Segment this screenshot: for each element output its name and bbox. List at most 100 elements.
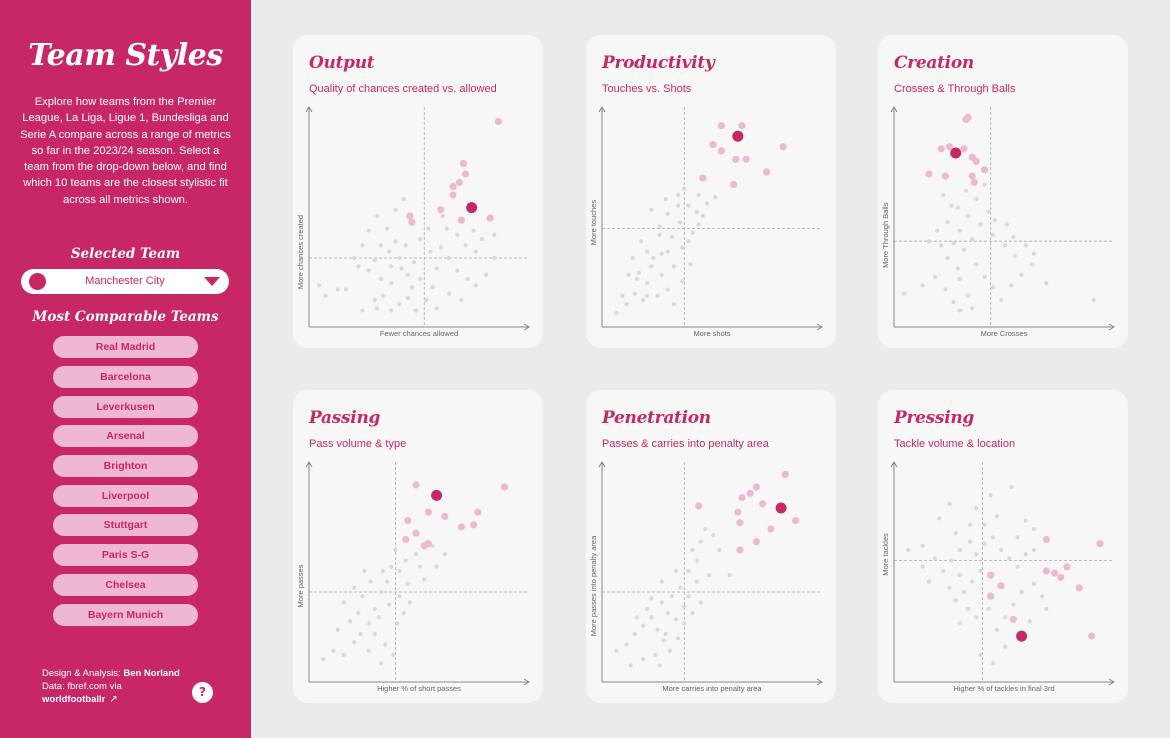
other-team-point [951,241,956,246]
other-team-point [961,589,967,595]
comparable-team-point [1063,563,1071,571]
y-axis-label: More touches [589,200,598,246]
other-team-point [1023,552,1028,557]
other-team-point [990,535,995,540]
other-team-point [661,638,666,643]
x-axis-label: More carries into penalty area [662,684,762,693]
other-team-point [483,272,489,277]
other-team-point [1015,535,1020,540]
other-team-point [473,283,478,288]
other-team-point [440,213,445,219]
other-team-point [974,615,979,620]
other-team-point [663,197,668,202]
comparable-team-button[interactable]: Paris S-G [53,544,198,566]
chart-card-creation: Creation Crosses & Through Balls More Cr… [878,35,1128,348]
comparable-team-button[interactable]: Brighton [53,455,198,477]
comparable-team-button[interactable]: Leverkusen [53,396,198,418]
comparable-team-point [412,529,420,537]
comparable-team-button[interactable]: Chelsea [53,574,198,596]
other-team-point [352,640,357,645]
comparable-team-point [730,180,738,189]
comparable-team-button[interactable]: Arsenal [53,425,198,447]
comparable-team-point [1050,569,1059,577]
other-team-point [649,207,654,212]
comparable-team-point [455,178,463,186]
comparable-team-point [709,141,717,149]
data-source-link[interactable]: worldfootballr [42,694,106,705]
comparable-team-point [972,157,980,165]
other-team-point [978,222,983,227]
x-axis-label: More shots [693,329,730,338]
other-team-point [418,276,423,282]
other-team-point [628,663,633,668]
other-team-point [626,272,631,277]
other-team-point [1044,281,1049,286]
comparable-team-point [457,216,465,224]
other-team-point [965,293,971,298]
other-team-point [383,642,388,647]
comparable-team-point [437,206,445,214]
other-team-point [640,297,646,303]
comparable-team-point [746,489,754,497]
credit-line: Design & Analysis: Ben Norland [42,668,180,679]
other-team-point [1040,594,1045,599]
comparable-team-point [987,592,995,600]
other-team-point [366,228,371,233]
other-team-point [380,568,386,574]
other-team-point [713,195,718,200]
other-team-point [665,610,670,616]
comparable-team-button[interactable]: Barcelona [53,366,198,388]
comparable-team-button[interactable]: Stuttgart [53,514,198,536]
other-team-point [932,556,938,561]
app-title: Team Styles [28,38,223,73]
comparable-team-point [459,159,467,168]
comparable-team-point [763,168,771,176]
other-team-point [479,237,485,242]
other-team-point [389,564,394,569]
other-team-point [374,306,379,311]
other-team-point [1009,283,1014,288]
comparable-team-button[interactable]: Real Madrid [53,336,198,358]
other-team-point [632,631,637,637]
other-team-point [640,623,646,628]
other-team-point [968,522,973,527]
other-team-point [974,262,979,267]
other-team-point [389,264,394,269]
team-dropdown[interactable]: Manchester City [21,269,229,294]
other-team-point [405,295,410,300]
other-team-point [405,272,410,277]
comparable-team-button[interactable]: Liverpool [53,485,198,507]
other-team-point [939,243,944,248]
other-team-point [634,276,639,282]
comparable-team-point [457,523,465,531]
chevron-down-icon[interactable] [204,277,220,286]
comparable-team-point [738,122,746,130]
other-team-point [352,585,357,590]
comparable-team-button[interactable]: Bayern Munich [53,604,198,626]
other-team-point [422,577,427,582]
comparable-team-point [987,571,995,579]
other-team-point [702,526,707,532]
other-team-point [372,631,377,637]
other-team-point [671,264,677,269]
x-axis-arrow-icon [523,678,530,686]
comparable-team-point [695,502,703,510]
comparable-team-point [925,170,933,178]
other-team-point [418,564,423,569]
other-team-point [970,306,975,311]
other-team-point [920,564,925,569]
other-team-point [465,276,470,282]
other-team-point [347,619,353,624]
help-button[interactable]: ? [192,682,213,703]
other-team-point [902,291,907,296]
external-link-icon[interactable]: ↗ [109,694,118,705]
other-team-point [645,249,650,254]
other-team-point [360,594,365,599]
other-team-point [937,516,942,521]
other-team-point [957,621,962,626]
other-team-point [413,552,419,557]
selected-team-heading: Selected Team [70,246,181,262]
other-team-point [321,657,326,662]
other-team-point [1013,253,1018,258]
comparable-team-point [412,481,420,489]
